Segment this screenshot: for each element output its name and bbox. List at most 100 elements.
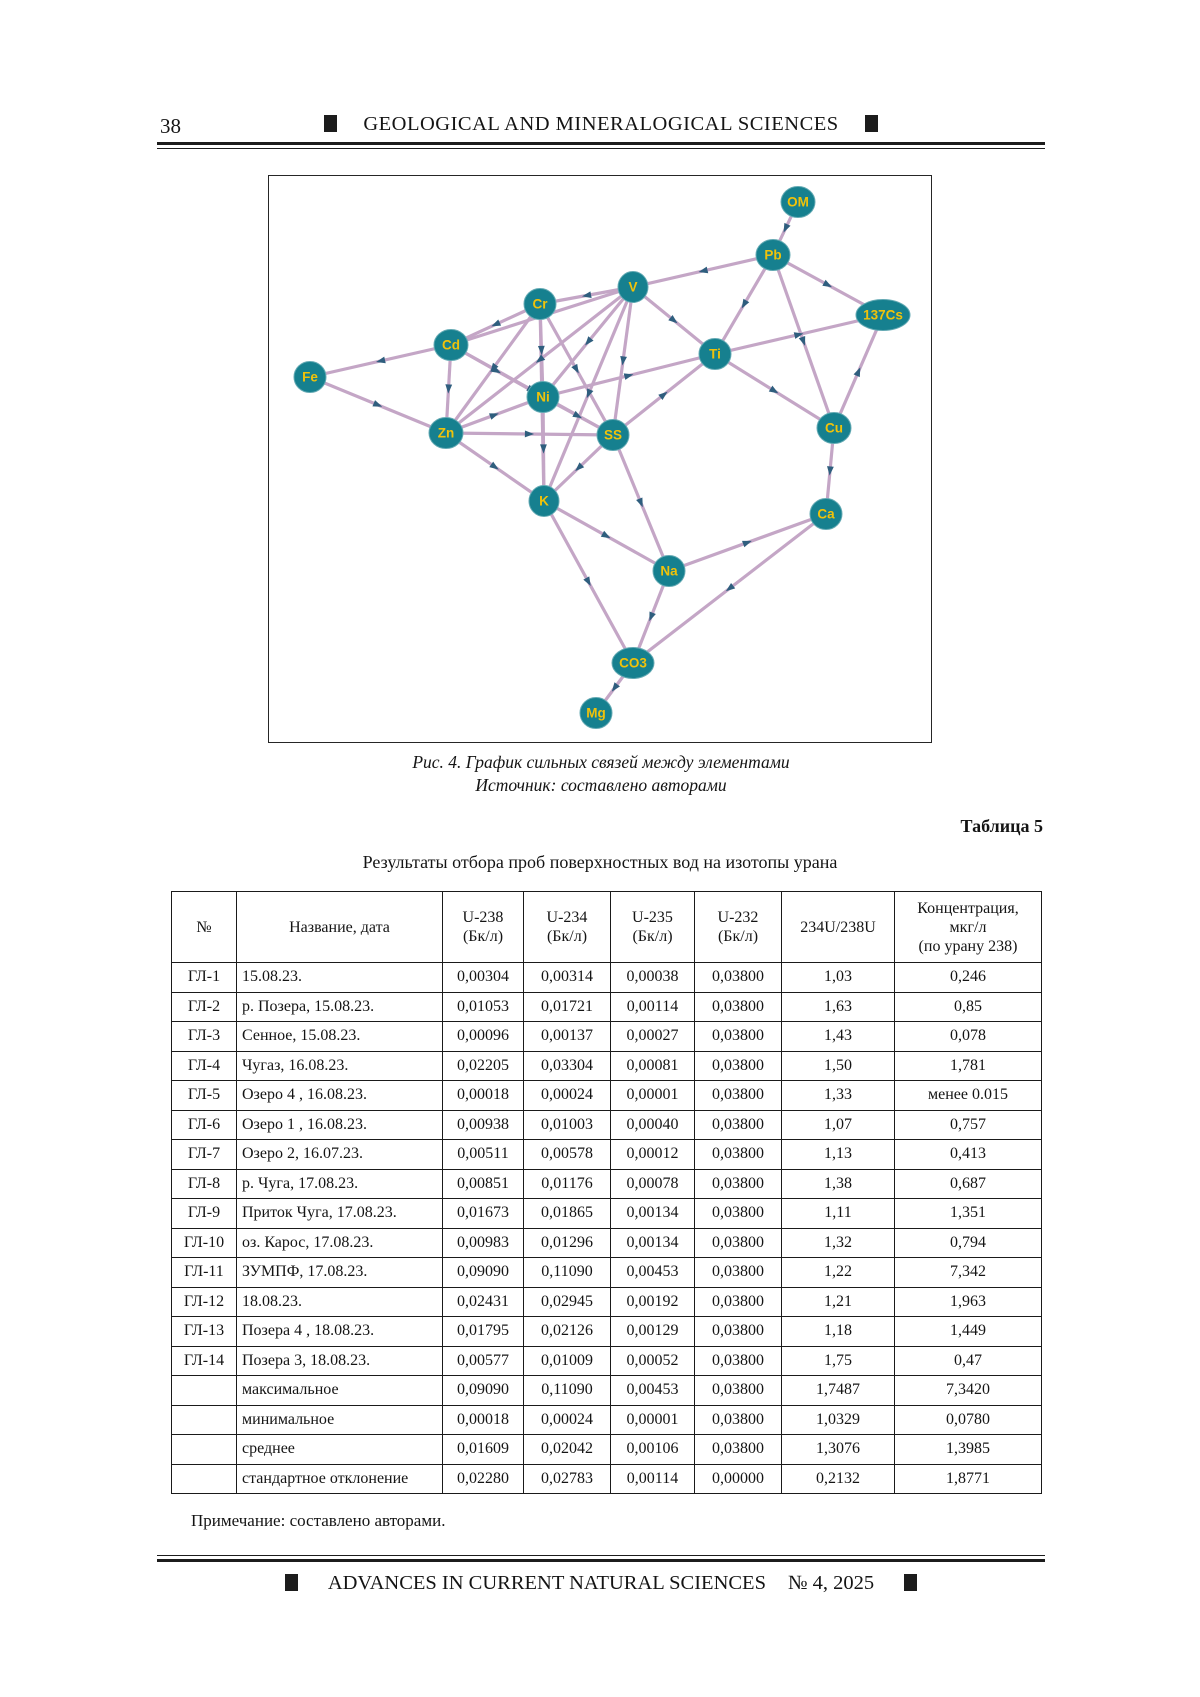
table-row: ГЛ-10 оз. Карос, 17.08.23. 0,00983 0,01296 0… [171, 1227, 1042, 1258]
edge-arrow-icon [581, 291, 592, 299]
edge-arrow-icon [620, 355, 627, 366]
table-cell: 0,11090 [523, 1375, 611, 1406]
black-square-icon [284, 1574, 298, 1591]
table-row: ГЛ-7 Озеро 2, 16.07.23. 0,00511 0,00578 0,00… [171, 1139, 1042, 1170]
node-label: V [628, 280, 637, 295]
graph-node-Cr: Cr [523, 288, 557, 320]
table-cell: 0,03800 [694, 962, 782, 993]
table-cell: 0,00577 [442, 1345, 524, 1376]
node-label: K [539, 494, 549, 509]
table-cell: 0,00078 [610, 1168, 695, 1199]
table-cell: 0,00024 [523, 1080, 611, 1111]
table-cell: Озеро 1 , 16.08.23. [236, 1109, 443, 1140]
table-row: стандартное отклонение 0,02280 0,02783 0,00… [171, 1463, 1042, 1494]
node-label: Ca [817, 507, 835, 522]
edge-arrow-icon [571, 363, 579, 374]
table-cell: 0,47 [894, 1345, 1042, 1376]
table-cell: ГЛ-7 [171, 1139, 237, 1170]
table-row: ГЛ-4 Чугаз, 16.08.23. 0,02205 0,03304 0,0008… [171, 1050, 1042, 1081]
edge-arrow-icon [668, 314, 678, 324]
column-header: № [171, 891, 237, 963]
table-cell: 1,351 [894, 1198, 1042, 1229]
edge-arrow-icon [600, 530, 611, 539]
table-cell: 0,01721 [523, 991, 611, 1022]
table-cell: 0,00096 [442, 1021, 524, 1052]
table-cell: 0,00027 [610, 1021, 695, 1052]
table-cell: 1,03 [781, 962, 895, 993]
table-cell: 0,02126 [523, 1316, 611, 1347]
table-cell: 0,00052 [610, 1345, 695, 1376]
results-table: № Название, дата U-238 (Бк/л) U-234 (Бк/л) U… [171, 891, 1042, 1494]
table-cell: 1,3985 [894, 1434, 1042, 1465]
journal-header: GEOLOGICAL AND MINERALOGICAL SCIENCES [157, 113, 1045, 136]
table-cell: 0,00314 [523, 962, 611, 993]
table-cell: ГЛ-9 [171, 1198, 237, 1229]
table-cell [171, 1404, 237, 1435]
table-cell: 0,03800 [694, 1434, 782, 1465]
table-cell: 1,38 [781, 1168, 895, 1199]
edge-arrow-icon [853, 367, 861, 378]
node-label: Zn [438, 426, 455, 441]
edge-arrow-icon [535, 354, 546, 363]
graph-node-Cd: Cd [433, 329, 469, 361]
table-cell: 0,03800 [694, 1198, 782, 1229]
table-row: ГЛ-5 Озеро 4 , 16.08.23. 0,00018 0,00024 0,0… [171, 1080, 1042, 1111]
table-cell: стандартное отклонение [236, 1463, 443, 1494]
graph-node-Na: Na [652, 555, 686, 587]
table-cell: 1,63 [781, 991, 895, 1022]
table-cell: 1,449 [894, 1316, 1042, 1347]
edge-arrow-icon [575, 462, 585, 472]
table-cell: 0,00192 [610, 1286, 695, 1317]
table-cell: 0,078 [894, 1021, 1042, 1052]
table-cell: 0,02431 [442, 1286, 524, 1317]
graph-node-Fe: Fe [293, 361, 327, 393]
black-square-icon [324, 115, 338, 132]
table-cell: ГЛ-8 [171, 1168, 237, 1199]
edge-arrow-icon [649, 611, 656, 622]
table-cell: 1,18 [781, 1316, 895, 1347]
table-cell: 1,43 [781, 1021, 895, 1052]
node-label: CO3 [619, 656, 647, 671]
table-cell: 0,246 [894, 962, 1042, 993]
table-cell: 15.08.23. [236, 962, 443, 993]
table-cell: 0,00453 [610, 1375, 695, 1406]
table-header-row: № Название, дата U-238 (Бк/л) U-234 (Бк/л) U… [171, 891, 1042, 963]
header-divider [157, 142, 1045, 149]
table-cell: Приток Чуга, 17.08.23. [236, 1198, 443, 1229]
table-cell: 0,09090 [442, 1375, 524, 1406]
table-cell: ГЛ-14 [171, 1345, 237, 1376]
table-cell: 0,00012 [610, 1139, 695, 1170]
table-cell: Сенное, 15.08.23. [236, 1021, 443, 1052]
journal-header-title: GEOLOGICAL AND MINERALOGICAL SCIENCES [363, 113, 839, 135]
graph-node-K: K [528, 485, 560, 517]
edge-arrow-icon [376, 356, 386, 364]
graph-node-Pb: Pb [755, 239, 791, 271]
graph-node-SS: SS [596, 419, 630, 451]
table-cell: 0,00134 [610, 1227, 695, 1258]
node-label: Cu [825, 421, 843, 436]
edge-arrow-icon [585, 336, 594, 346]
table-cell: ГЛ-2 [171, 991, 237, 1022]
table-cell: 1,7487 [781, 1375, 895, 1406]
table-note: Примечание: составлено авторами. [191, 1511, 446, 1530]
table-cell: 0,02205 [442, 1050, 524, 1081]
table-cell: 0,03800 [694, 1375, 782, 1406]
node-label: Mg [586, 706, 606, 721]
table-cell: 0,00000 [694, 1463, 782, 1494]
table-cell: 1,963 [894, 1286, 1042, 1317]
table-cell: 1,22 [781, 1257, 895, 1288]
table-cell: ГЛ-1 [171, 962, 237, 993]
edge-arrow-icon [636, 497, 643, 508]
table-cell: 0,09090 [442, 1257, 524, 1288]
node-label: Cd [442, 338, 460, 353]
table-cell: 0,03800 [694, 1286, 782, 1317]
table-cell: р. Позера, 15.08.23. [236, 991, 443, 1022]
page-number: 38 [160, 114, 181, 138]
table-cell: 0,03800 [694, 1080, 782, 1111]
table-cell: 1,8771 [894, 1463, 1042, 1494]
graph-node-Mg: Mg [579, 697, 613, 729]
table-cell: 0,02280 [442, 1463, 524, 1494]
table-cell: 0,03800 [694, 1227, 782, 1258]
table-cell: 1,33 [781, 1080, 895, 1111]
column-header: U-235 (Бк/л) [610, 891, 695, 963]
